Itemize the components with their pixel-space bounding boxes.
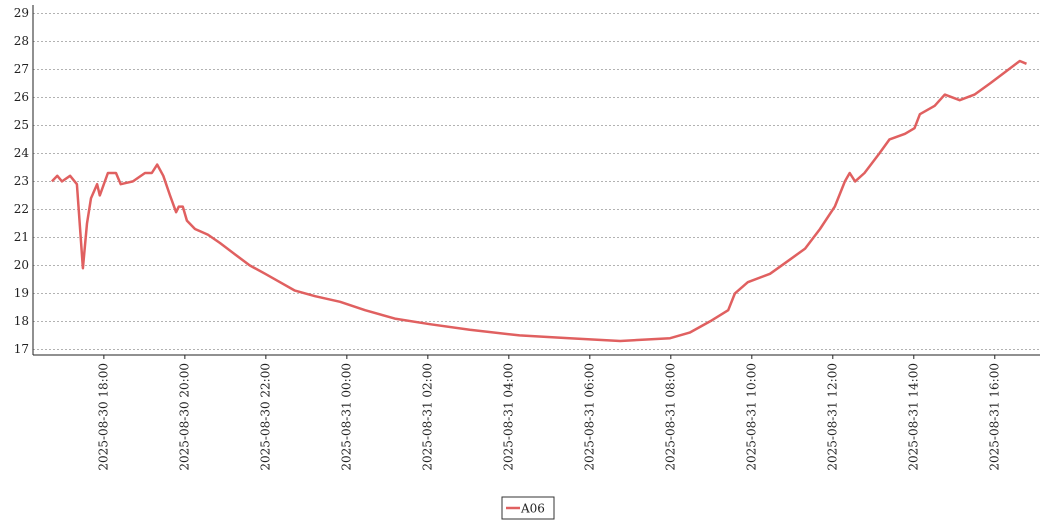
legend: A06 [501,496,555,520]
x-tick-label: 2025-08-31 16:00 [987,363,1001,471]
y-tick-label: 28 [14,34,29,48]
y-tick-label: 24 [14,146,30,160]
x-tick-label: 2025-08-31 02:00 [420,363,434,471]
x-tick-label: 2025-08-31 06:00 [582,363,596,471]
y-tick-label: 26 [14,90,29,104]
x-tick-label: 2025-08-31 00:00 [339,363,353,471]
x-tick-label: 2025-08-30 22:00 [258,363,272,471]
y-tick-label: 23 [14,174,29,188]
y-tick-label: 17 [14,342,29,356]
legend-box [501,496,555,520]
y-tick-label: 29 [14,6,29,20]
y-tick-label: 22 [14,202,29,216]
y-tick-label: 20 [14,258,29,272]
x-tick-label: 2025-08-30 18:00 [96,363,110,471]
x-tick-label: 2025-08-31 14:00 [906,363,920,471]
x-tick-label: 2025-08-31 08:00 [663,363,677,471]
y-tick-label: 19 [14,286,29,300]
data-line [51,59,1027,343]
y-tick-label: 21 [14,230,29,244]
legend-label: A06 [520,502,545,516]
y-tick-label: 27 [14,62,29,76]
y-tick-label: 18 [14,314,29,328]
y-tick-label: 25 [14,118,29,132]
x-tick-label: 2025-08-31 04:00 [501,363,515,471]
x-tick-label: 2025-08-31 12:00 [825,363,839,471]
x-tick-label: 2025-08-30 20:00 [177,363,191,471]
x-tick-label: 2025-08-31 10:00 [744,363,758,471]
